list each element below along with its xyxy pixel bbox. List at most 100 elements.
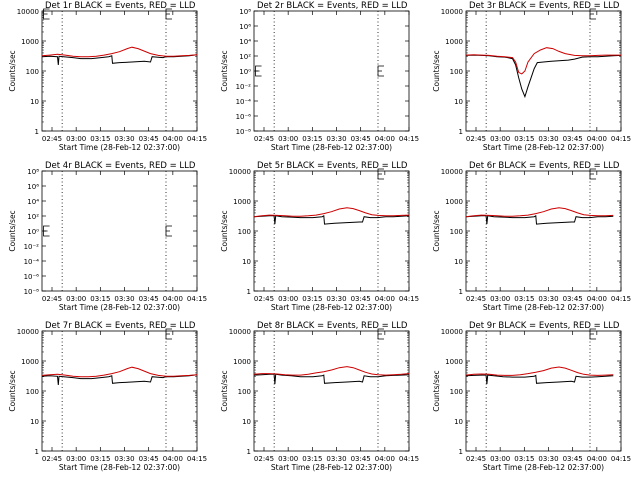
x-tick-label: 03:45 [139, 295, 159, 303]
panel-title: Det 1r BLACK = Events, RED = LLD [45, 1, 196, 11]
y-tick-label: 1000 [445, 38, 463, 46]
panel-title: Det 3r BLACK = Events, RED = LLD [469, 1, 620, 11]
y-tick-label: 10000 [441, 8, 463, 16]
x-tick-label: 03:30 [538, 455, 558, 463]
bracket-marker [165, 328, 172, 340]
x-tick-label: 03:15 [302, 295, 322, 303]
plot-frame [465, 330, 622, 452]
y-tick-label: 1000 [233, 198, 251, 206]
y-tick-label: 1 [247, 288, 251, 296]
x-tick-label: 03:30 [114, 295, 134, 303]
y-tick-label: 10 [30, 98, 39, 106]
y-tick-label: 10 [454, 258, 463, 266]
x-tick-label: 02:45 [42, 135, 62, 143]
y-axis-label: Counts/sec [220, 370, 229, 411]
x-axis-label: Start Time (28-Feb-12 02:37:00) [483, 463, 604, 472]
y-tick-label: 10⁻⁶ [236, 113, 252, 121]
x-tick-label: 03:45 [351, 135, 371, 143]
y-tick-label: 10 [242, 258, 251, 266]
x-tick-label: 03:00 [66, 295, 86, 303]
series-lld-line [465, 366, 614, 376]
x-tick-label: 03:30 [326, 135, 346, 143]
y-tick-label: 10000 [17, 8, 39, 16]
y-tick-label: 10000 [229, 168, 251, 176]
x-tick-label: 03:00 [278, 135, 298, 143]
panel-9r: Det 9r BLACK = Events, RED = LLD 1 10 100 10… [432, 321, 631, 472]
x-tick-label: 04:15 [187, 455, 207, 463]
y-tick-label: 10⁶ [239, 23, 251, 31]
x-tick-label: 03:15 [514, 135, 534, 143]
y-tick-label: 10 [30, 418, 39, 426]
series-lld-line [41, 46, 198, 58]
x-tick-label: 02:45 [254, 455, 274, 463]
x-tick-label: 03:30 [114, 455, 134, 463]
series-lld-line [465, 207, 614, 218]
x-tick-label: 03:15 [90, 295, 110, 303]
x-axis-label: Start Time (28-Feb-12 02:37:00) [59, 463, 180, 472]
y-tick-label: 1 [459, 128, 463, 136]
x-axis-label: Start Time (28-Feb-12 02:37:00) [483, 143, 604, 152]
y-tick-label: 1000 [233, 358, 251, 366]
panel-2r: Det 2r BLACK = Events, RED = LLD 10⁻⁸ 10⁻⁶… [220, 1, 419, 152]
x-tick-label: 04:15 [399, 295, 419, 303]
x-axis-label: Start Time (28-Feb-12 02:37:00) [271, 303, 392, 312]
y-tick-label: 100 [26, 388, 39, 396]
x-tick-label: 03:45 [139, 135, 159, 143]
x-tick-label: 03:30 [114, 135, 134, 143]
y-tick-label: 10² [27, 213, 39, 221]
x-tick-label: 03:30 [538, 135, 558, 143]
series-events-line [465, 374, 614, 385]
x-tick-label: 03:00 [66, 455, 86, 463]
plot-frame [465, 10, 622, 132]
plot-frame [253, 330, 410, 452]
bracket-marker [589, 8, 596, 20]
y-tick-label: 1 [247, 448, 251, 456]
y-axis-label: Counts/sec [8, 50, 17, 91]
y-tick-label: 1000 [445, 198, 463, 206]
y-tick-label: 10⁸ [239, 8, 251, 16]
x-tick-label: 03:00 [490, 295, 510, 303]
x-tick-label: 03:30 [538, 295, 558, 303]
x-tick-label: 03:15 [514, 455, 534, 463]
y-axis-label: Counts/sec [432, 210, 441, 251]
panel-title: Det 4r BLACK = Events, RED = LLD [45, 161, 196, 171]
panel-title: Det 5r BLACK = Events, RED = LLD [257, 161, 408, 171]
x-tick-label: 03:45 [563, 455, 583, 463]
y-tick-label: 100 [450, 68, 463, 76]
y-tick-label: 10⁰ [239, 68, 251, 76]
y-tick-label: 1 [459, 288, 463, 296]
panel-title: Det 2r BLACK = Events, RED = LLD [257, 1, 408, 11]
series-events-line [253, 373, 410, 385]
x-tick-label: 04:15 [187, 135, 207, 143]
x-tick-label: 03:45 [351, 295, 371, 303]
x-tick-label: 03:00 [278, 295, 298, 303]
y-tick-label: 10 [454, 98, 463, 106]
plot-frame [253, 170, 410, 292]
x-tick-label: 03:00 [278, 455, 298, 463]
x-axis-label: Start Time (28-Feb-12 02:37:00) [271, 143, 392, 152]
y-axis-label: Counts/sec [432, 50, 441, 91]
y-tick-label: 10⁻⁸ [24, 288, 40, 296]
y-axis-label: Counts/sec [8, 370, 17, 411]
x-tick-label: 03:30 [326, 295, 346, 303]
panel-8r: Det 8r BLACK = Events, RED = LLD 1 10 100 10… [220, 321, 419, 472]
x-tick-label: 04:00 [163, 295, 183, 303]
y-tick-label: 100 [26, 68, 39, 76]
panel-5r: Det 5r BLACK = Events, RED = LLD 1 10 100 10… [220, 161, 419, 312]
x-tick-label: 02:45 [466, 135, 486, 143]
y-tick-label: 10 [242, 418, 251, 426]
bracket-marker [165, 225, 172, 237]
plot-frame [41, 170, 198, 292]
y-tick-label: 10 [454, 418, 463, 426]
y-tick-label: 10⁻⁶ [24, 273, 40, 281]
x-tick-label: 02:45 [42, 295, 62, 303]
x-tick-label: 04:15 [187, 295, 207, 303]
x-tick-label: 03:15 [90, 455, 110, 463]
x-tick-label: 03:15 [302, 135, 322, 143]
series-events-line [253, 214, 410, 225]
plot-frame [253, 10, 410, 132]
bracket-marker [377, 168, 384, 180]
x-tick-label: 02:45 [466, 455, 486, 463]
y-tick-label: 1000 [21, 38, 39, 46]
x-tick-label: 04:00 [587, 295, 607, 303]
